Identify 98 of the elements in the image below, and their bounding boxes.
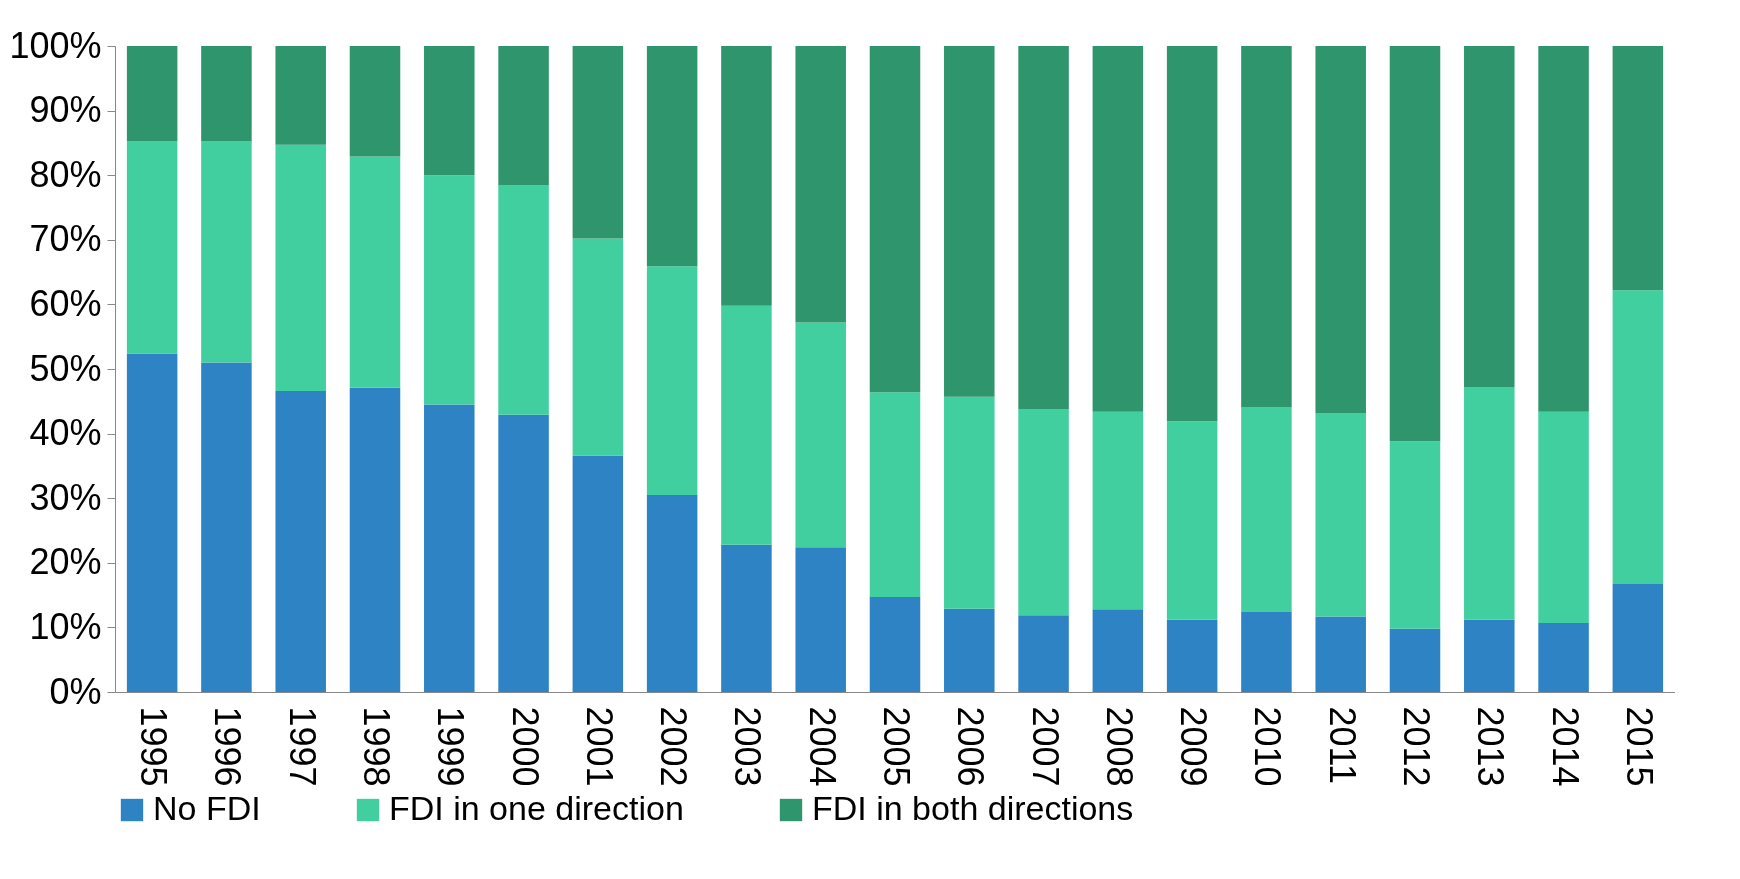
- x-tick-label: 2002: [653, 706, 695, 787]
- y-tick-label: 10%: [29, 605, 102, 647]
- bar: [1538, 411, 1589, 623]
- bar: [572, 46, 624, 239]
- bar: [795, 46, 846, 323]
- x-tick-label: 2004: [801, 706, 843, 787]
- y-tick-label: 50%: [29, 347, 102, 389]
- x-tick-label: 2003: [727, 706, 769, 787]
- bar: [869, 46, 921, 393]
- bar: [1315, 46, 1366, 414]
- bar: [795, 322, 846, 548]
- bar: [1389, 441, 1441, 629]
- x-tick-label: 1996: [207, 706, 249, 787]
- y-tick-label: 40%: [29, 412, 102, 454]
- y-tick-label: 80%: [29, 153, 102, 195]
- bar: [1464, 619, 1515, 692]
- bar: [1612, 46, 1664, 291]
- bar: [201, 46, 252, 142]
- x-tick-label: 2015: [1618, 706, 1660, 787]
- bar: [721, 305, 772, 545]
- bar: [1538, 622, 1589, 692]
- bar: [572, 238, 624, 456]
- bar: [572, 455, 624, 692]
- bar: [1464, 387, 1515, 620]
- legend-label: No FDI: [153, 789, 261, 827]
- bar: [1241, 611, 1292, 692]
- y-tick-label: 70%: [29, 218, 102, 260]
- bar: [1092, 46, 1144, 412]
- bar: [1018, 409, 1069, 616]
- bar: [869, 597, 921, 692]
- bar: [126, 46, 178, 142]
- bar: [646, 266, 698, 495]
- legend-label: FDI in one direction: [389, 789, 684, 827]
- bar: [1241, 46, 1292, 408]
- bar: [1166, 619, 1218, 692]
- bar: [126, 141, 178, 354]
- bar: [1315, 413, 1366, 617]
- bar: [424, 46, 475, 176]
- x-tick-label: 2013: [1470, 706, 1512, 787]
- bar: [1018, 615, 1069, 692]
- legend-label: FDI in both directions: [812, 789, 1134, 827]
- bar: [349, 156, 401, 388]
- bar: [869, 392, 921, 598]
- bar: [201, 141, 252, 363]
- x-tick-label: 1997: [281, 706, 323, 787]
- bar: [1092, 411, 1144, 610]
- bar: [1166, 46, 1218, 422]
- bar: [646, 46, 698, 267]
- bar: [1315, 616, 1366, 692]
- bar: [424, 175, 475, 405]
- bar: [424, 404, 475, 692]
- bar: [1166, 421, 1218, 620]
- y-tick-label: 30%: [29, 476, 102, 518]
- bar: [275, 46, 326, 145]
- x-tick-label: 2010: [1247, 706, 1289, 787]
- bar: [275, 390, 326, 692]
- bar: [349, 387, 401, 692]
- x-tick-label: 2012: [1396, 706, 1437, 787]
- y-tick-label: 0%: [49, 670, 102, 712]
- bar: [126, 353, 178, 692]
- bar: [721, 46, 772, 306]
- x-tick-label: 2001: [578, 706, 620, 787]
- bar: [201, 362, 252, 692]
- bar: [498, 46, 549, 186]
- y-tick-label: 20%: [29, 541, 102, 583]
- bar: [498, 414, 549, 692]
- x-tick-label: 2009: [1173, 706, 1215, 787]
- x-tick-label: 1998: [356, 706, 397, 787]
- bar: [1092, 609, 1144, 692]
- y-tick-label: 90%: [29, 89, 102, 131]
- bar: [349, 46, 401, 157]
- x-tick-label: 2011: [1321, 706, 1363, 784]
- bar: [498, 185, 549, 415]
- bar: [1389, 628, 1441, 692]
- x-tick-label: 1999: [430, 706, 472, 787]
- x-tick-label: 1995: [133, 706, 175, 787]
- x-tick-label: 2007: [1024, 706, 1066, 787]
- bar: [1612, 584, 1664, 692]
- bar: [1612, 290, 1664, 585]
- bar: [1538, 46, 1589, 412]
- bar: [1389, 46, 1441, 442]
- bar: [944, 608, 995, 692]
- x-tick-label: 2014: [1544, 706, 1586, 787]
- bar: [944, 46, 995, 397]
- bar: [721, 544, 772, 692]
- bar: [944, 396, 995, 609]
- x-tick-label: 2005: [876, 706, 917, 787]
- bar: [795, 547, 846, 692]
- bar: [1018, 46, 1069, 410]
- bar: [275, 144, 326, 391]
- bar: [1464, 46, 1515, 388]
- x-tick-label: 2006: [950, 706, 992, 787]
- bar: [646, 494, 698, 692]
- y-tick-label: 100%: [9, 24, 102, 66]
- x-tick-label: 2000: [504, 706, 546, 787]
- bar: [1241, 407, 1292, 612]
- x-tick-label: 2008: [1098, 706, 1140, 787]
- y-tick-label: 60%: [29, 282, 102, 324]
